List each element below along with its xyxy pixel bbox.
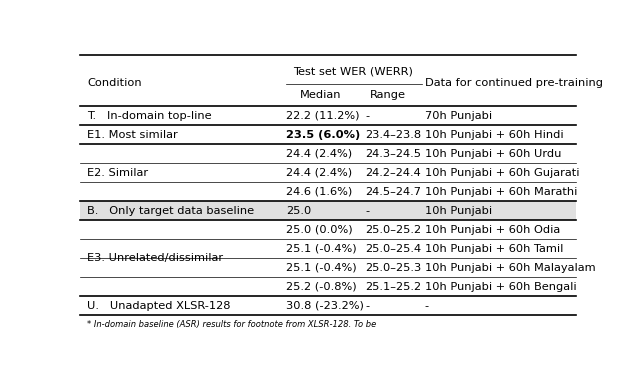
- Text: 24.4 (2.4%): 24.4 (2.4%): [286, 149, 352, 159]
- Text: -: -: [365, 206, 369, 216]
- Text: 10h Punjabi + 60h Marathi: 10h Punjabi + 60h Marathi: [425, 187, 577, 197]
- Text: Condition: Condition: [88, 78, 142, 88]
- Text: 10h Punjabi + 60h Gujarati: 10h Punjabi + 60h Gujarati: [425, 168, 579, 178]
- Text: 24.5–24.7: 24.5–24.7: [365, 187, 421, 197]
- Text: 25.0–25.3: 25.0–25.3: [365, 263, 422, 273]
- Text: 25.2 (-0.8%): 25.2 (-0.8%): [286, 282, 356, 292]
- Text: Test set WER (WERR): Test set WER (WERR): [293, 67, 413, 77]
- Text: -: -: [425, 301, 429, 311]
- Text: 25.0–25.2: 25.0–25.2: [365, 225, 421, 235]
- Text: 25.0: 25.0: [286, 206, 311, 216]
- Text: 24.3–24.5: 24.3–24.5: [365, 149, 421, 159]
- Text: 22.2 (11.2%): 22.2 (11.2%): [286, 111, 359, 121]
- Text: 24.4 (2.4%): 24.4 (2.4%): [286, 168, 352, 178]
- Text: 24.2–24.4: 24.2–24.4: [365, 168, 421, 178]
- Text: 10h Punjabi: 10h Punjabi: [425, 206, 492, 216]
- Text: 25.1–25.2: 25.1–25.2: [365, 282, 421, 292]
- Text: B.   Only target data baseline: B. Only target data baseline: [88, 206, 255, 216]
- Text: Data for continued pre-training: Data for continued pre-training: [425, 78, 603, 88]
- Text: 24.6 (1.6%): 24.6 (1.6%): [286, 187, 352, 197]
- Text: 25.0–25.4: 25.0–25.4: [365, 244, 421, 254]
- Text: 10h Punjabi + 60h Odia: 10h Punjabi + 60h Odia: [425, 225, 560, 235]
- Text: Median: Median: [300, 90, 341, 100]
- Text: 23.5 (6.0%): 23.5 (6.0%): [286, 130, 360, 140]
- Text: E1. Most similar: E1. Most similar: [88, 130, 178, 140]
- Text: 10h Punjabi + 60h Malayalam: 10h Punjabi + 60h Malayalam: [425, 263, 595, 273]
- Text: 25.0 (0.0%): 25.0 (0.0%): [286, 225, 353, 235]
- Text: 70h Punjabi: 70h Punjabi: [425, 111, 492, 121]
- Bar: [80, 201, 576, 220]
- Text: E2. Similar: E2. Similar: [88, 168, 148, 178]
- Text: Range: Range: [369, 90, 406, 100]
- Text: 25.1 (-0.4%): 25.1 (-0.4%): [286, 263, 356, 273]
- Text: U.   Unadapted XLSR-128: U. Unadapted XLSR-128: [88, 301, 231, 311]
- Text: 10h Punjabi + 60h Bengali: 10h Punjabi + 60h Bengali: [425, 282, 577, 292]
- Text: -: -: [365, 301, 369, 311]
- Text: 10h Punjabi + 60h Tamil: 10h Punjabi + 60h Tamil: [425, 244, 563, 254]
- Text: 10h Punjabi + 60h Hindi: 10h Punjabi + 60h Hindi: [425, 130, 563, 140]
- Text: T.   In-domain top-line: T. In-domain top-line: [88, 111, 212, 121]
- Text: 30.8 (-23.2%): 30.8 (-23.2%): [286, 301, 364, 311]
- Text: 25.1 (-0.4%): 25.1 (-0.4%): [286, 244, 356, 254]
- Text: 23.4–23.8: 23.4–23.8: [365, 130, 421, 140]
- Text: E3. Unrelated/dissimilar: E3. Unrelated/dissimilar: [88, 253, 223, 263]
- Text: * In-domain baseline (ASR) results for footnote from XLSR-128. To be: * In-domain baseline (ASR) results for f…: [88, 320, 377, 329]
- Text: 10h Punjabi + 60h Urdu: 10h Punjabi + 60h Urdu: [425, 149, 561, 159]
- Text: -: -: [365, 111, 369, 121]
